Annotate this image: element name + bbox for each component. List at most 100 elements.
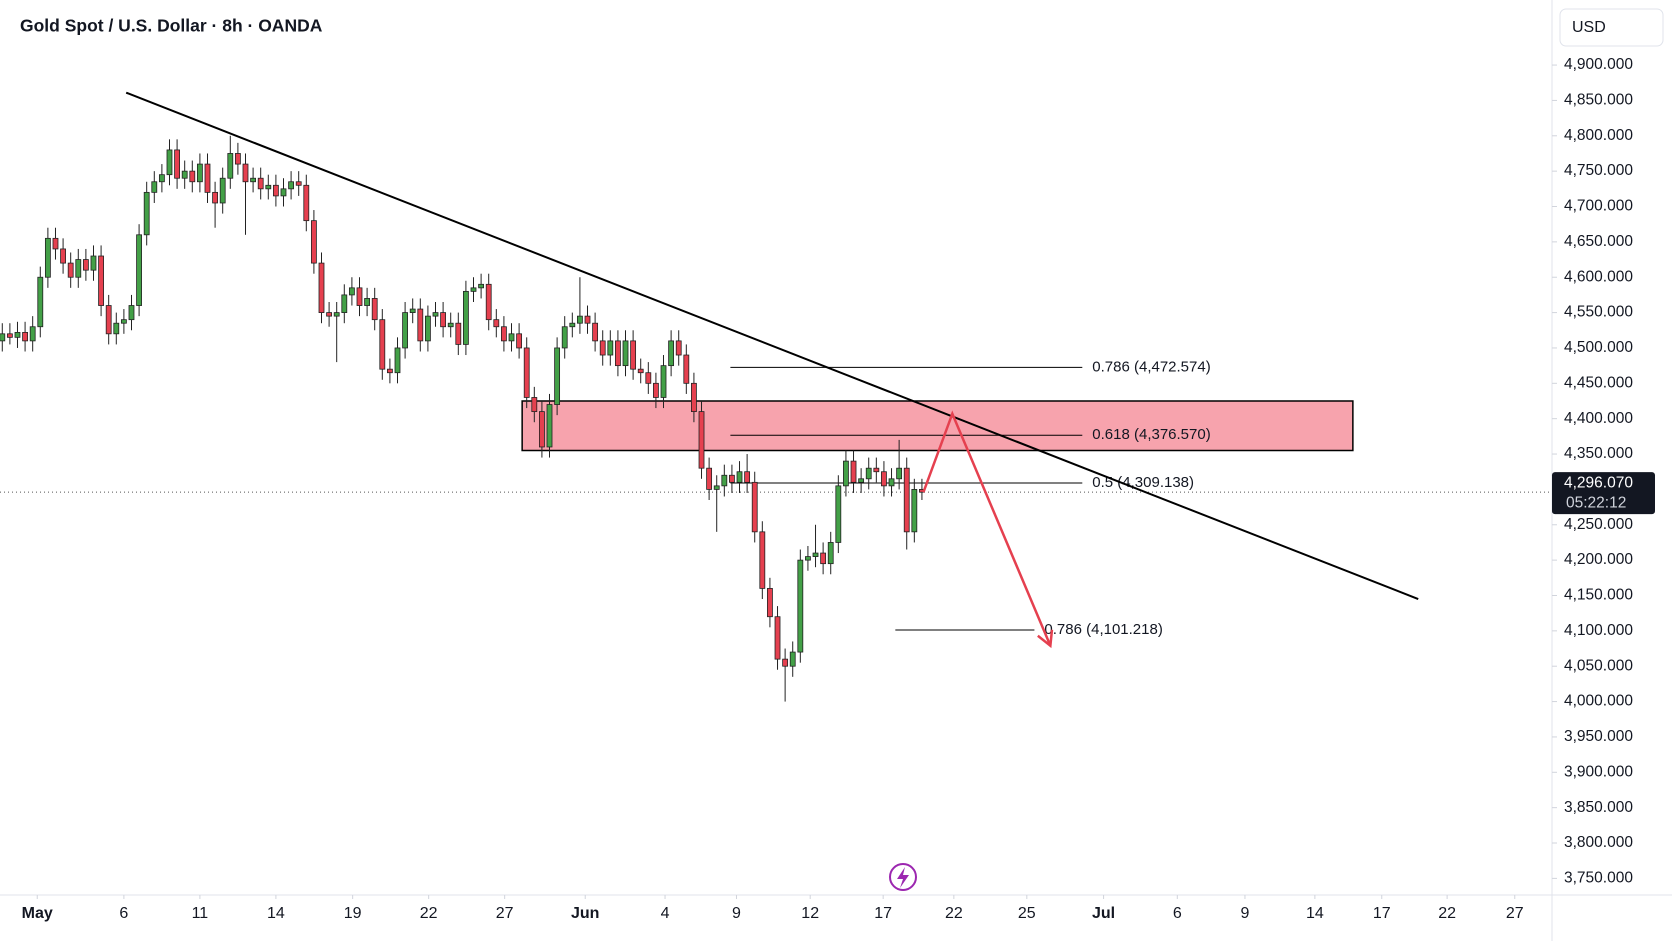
candle-body [181,170,188,179]
candle-body [272,184,279,197]
y-tick-label: 3,800.000 [1564,834,1633,851]
candle-body [751,481,758,533]
last-price-label: 4,296.070 [1564,474,1633,491]
candle-body [820,552,827,565]
candle-body [0,333,6,342]
y-tick-label: 4,900.000 [1564,56,1633,73]
candle-body [873,467,880,473]
x-tick-label: 19 [344,905,362,922]
currency-label[interactable]: USD [1572,19,1606,36]
candle-body [364,298,370,306]
candle-body [911,489,918,533]
candle-body [447,322,454,328]
y-tick-label: 3,950.000 [1564,728,1633,745]
x-tick-label: Jul [1092,905,1115,922]
candle-body [554,347,561,405]
candle-body [630,340,637,370]
arrow-head [1037,629,1054,649]
candle-body [326,312,332,317]
x-tick-label: 9 [1240,905,1249,922]
candle-body [425,315,431,342]
y-tick-label: 4,800.000 [1564,127,1633,144]
candle-body [219,177,226,204]
chart-title: Gold Spot / U.S. Dollar · 8h · OANDA [20,16,323,36]
x-tick-label: 27 [496,905,514,922]
candle-body [569,322,576,328]
candle-body [310,220,317,264]
candle-body [759,531,766,589]
candle-body [29,326,36,342]
candle-body [516,333,523,349]
candle-body [387,368,393,374]
y-tick-label: 4,700.000 [1564,198,1633,215]
candle-body [675,340,682,356]
candle-body [234,153,241,165]
x-tick-label: Jun [571,905,599,922]
candle-body [653,382,659,398]
candle-body [774,616,781,660]
candle-body [485,283,492,321]
candle-body [888,478,895,487]
candle-body [189,170,196,183]
candle-body [52,237,59,250]
candle-body [470,287,477,292]
candle-body [455,322,462,345]
fib-label: 0.786 (4,472.574) [1092,358,1210,375]
fib-label: 0.786 (4,101.218) [1044,621,1162,638]
candle-body [607,340,614,356]
y-tick-label: 3,750.000 [1564,869,1633,886]
candle-body [67,262,74,278]
candle-body [523,347,530,398]
candle-body [22,331,28,342]
candle-body [812,552,819,557]
candle-body [105,305,112,335]
candle-body [561,326,568,349]
countdown-label: 05:22:12 [1566,494,1626,511]
candle-body [394,347,401,374]
candle-body [6,333,13,338]
x-tick-label: 4 [661,905,670,922]
candle-body [539,411,545,448]
x-tick-label: May [22,905,53,922]
candle-body [850,460,857,483]
alert-icon[interactable] [889,863,917,891]
candle-body [212,191,218,204]
candle-body [113,322,120,335]
y-tick-label: 4,400.000 [1564,410,1633,427]
y-tick-label: 4,750.000 [1564,162,1633,179]
y-tick-label: 4,500.000 [1564,339,1633,356]
candle-body [531,397,538,413]
y-tick-label: 4,100.000 [1564,622,1633,639]
x-tick-label: 14 [267,905,285,922]
candle-body [896,467,903,480]
candle-body [37,276,44,328]
candle-body [280,188,287,197]
candle-body [402,312,409,349]
candle-body [865,467,872,480]
candle-body [592,322,599,342]
candle-body [242,163,249,183]
candle-body [805,556,811,561]
candle-body [288,181,294,190]
candle-body [637,368,644,374]
candle-body [166,149,173,176]
y-tick-label: 4,000.000 [1564,693,1633,710]
candle-body [432,312,439,317]
candle-body [478,283,485,289]
candle-body [736,471,743,483]
candle-body [295,181,302,186]
candle-body [417,308,424,342]
candle-body [75,259,82,278]
x-tick-label: 11 [192,905,209,922]
candle-body [204,163,211,193]
candle-body [706,467,713,490]
currency-button[interactable] [1559,8,1664,47]
candle-body [196,163,203,183]
candle-body [698,411,705,469]
trendline [125,91,1419,600]
y-tick-label: 4,050.000 [1564,657,1633,674]
candle-body [44,237,51,278]
candle-body [729,474,735,483]
x-tick-label: 6 [1173,905,1182,922]
